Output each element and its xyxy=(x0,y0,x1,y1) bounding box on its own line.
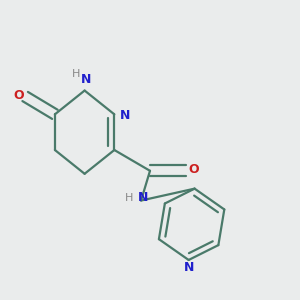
Text: N: N xyxy=(81,73,91,86)
Text: O: O xyxy=(189,163,199,176)
Text: O: O xyxy=(13,88,24,101)
Text: N: N xyxy=(120,109,130,122)
Text: N: N xyxy=(137,191,148,204)
Text: N: N xyxy=(184,262,194,275)
Text: H: H xyxy=(125,193,134,202)
Text: H: H xyxy=(71,69,80,79)
